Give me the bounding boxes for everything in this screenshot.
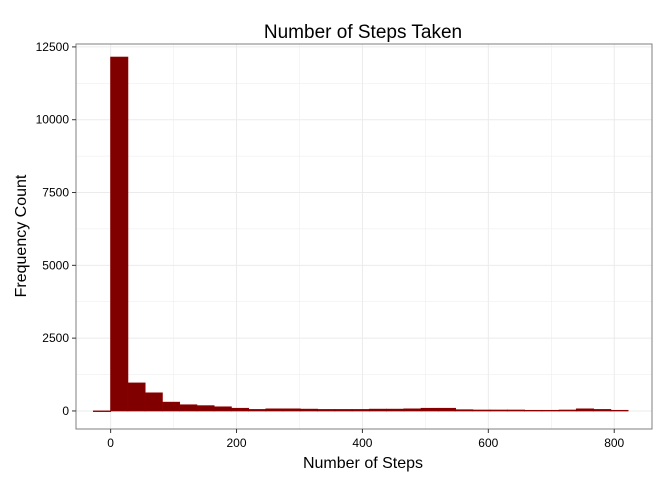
histogram-bar (437, 407, 456, 412)
histogram-bar (179, 404, 198, 412)
histogram-bar (127, 382, 146, 412)
histogram-bar (282, 408, 301, 412)
y-tick-label: 0 (62, 404, 69, 418)
y-tick-label: 10000 (36, 113, 70, 127)
histogram-bar (110, 56, 129, 412)
histogram-bar (420, 407, 439, 412)
histogram-bar (610, 409, 629, 412)
histogram-bar (144, 392, 163, 412)
histogram-bar (541, 409, 560, 412)
chart-title: Number of Steps Taken (264, 22, 462, 43)
histogram-bar (213, 406, 232, 412)
histogram-bar (334, 409, 353, 412)
x-tick-label: 600 (478, 436, 498, 450)
histogram-bar (489, 409, 508, 412)
y-tick-label: 2500 (42, 331, 69, 345)
histogram-bar (351, 409, 370, 412)
y-axis-ticks: 0 2500 5000 7500 10000 12500 (36, 40, 76, 418)
x-tick-label: 400 (352, 436, 372, 450)
histogram-bar (524, 409, 543, 412)
histogram-bar (299, 408, 319, 412)
histogram-bar (248, 409, 267, 412)
histogram-bar (593, 409, 612, 412)
y-tick-label: 5000 (42, 258, 69, 272)
histogram-bar (265, 408, 284, 412)
histogram-bar (403, 408, 422, 412)
histogram-bar (92, 410, 112, 412)
histogram-bar (575, 408, 594, 412)
histogram-bar (558, 409, 577, 412)
histogram-bar (455, 409, 474, 412)
plot-panel-border (75, 43, 653, 430)
x-axis-title: Number of Steps (303, 455, 423, 472)
histogram-bar (368, 408, 387, 412)
histogram-bar (506, 409, 525, 412)
y-tick-label: 12500 (36, 40, 70, 54)
histogram-bar (230, 407, 250, 412)
x-axis-ticks: 0 200 400 600 800 (107, 429, 625, 450)
x-tick-label: 0 (107, 436, 114, 450)
histogram-bar (317, 409, 336, 412)
x-tick-label: 800 (604, 436, 624, 450)
histogram-bars (92, 56, 629, 412)
y-axis-title: Frequency Count (13, 174, 30, 297)
x-tick-label: 200 (227, 436, 247, 450)
histogram-bar (386, 408, 405, 412)
y-tick-label: 7500 (42, 186, 69, 200)
histogram-bar (161, 401, 181, 412)
grid-lines (76, 44, 652, 429)
histogram-bar (472, 409, 491, 412)
histogram-bar (196, 405, 215, 412)
